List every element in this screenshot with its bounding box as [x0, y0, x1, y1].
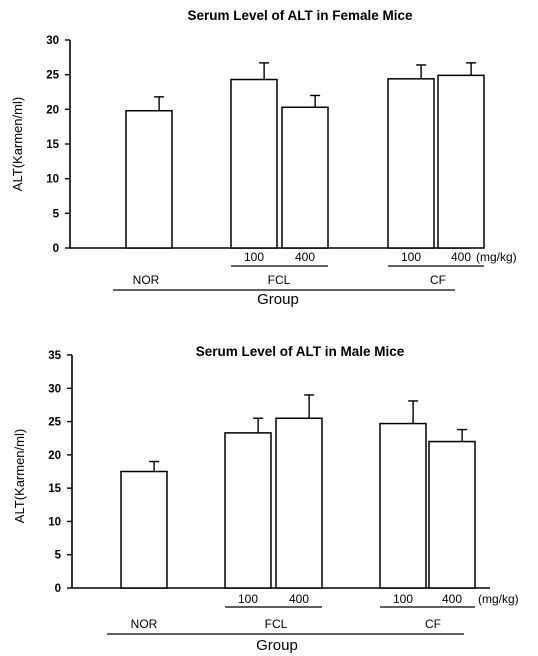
male-y-tick-label: 15: [48, 483, 61, 495]
male-group-label: CF: [425, 617, 441, 631]
female-bar: [230, 78, 278, 249]
female-bar: [281, 106, 329, 249]
female-y-tick-label: 25: [46, 70, 59, 82]
female-y-tick-label: 15: [46, 139, 59, 151]
female-group-label: CF: [430, 273, 446, 287]
male-y-tick-label: 35: [48, 350, 61, 362]
female-bar: [437, 74, 485, 249]
male-x-axis-title: Group: [256, 637, 298, 654]
female-y-axis-label: ALT(Karmen/ml): [10, 97, 25, 191]
male-y-tick-label: 5: [55, 550, 62, 562]
female-x-axis-title: Group: [257, 291, 299, 308]
female-bar: [387, 78, 435, 249]
male-chart-title: Serum Level of ALT in Male Mice: [196, 344, 405, 359]
male-y-axis-label: ALT(Karmen/ml): [12, 429, 27, 523]
female-y-tick-label: 0: [53, 243, 59, 255]
female-dose-label: 400: [295, 250, 315, 264]
female-y-tick-label: 5: [53, 208, 60, 220]
male-dose-label: 400: [442, 592, 462, 606]
female-y-tick-label: 10: [46, 174, 59, 186]
female-group-label: NOR: [133, 273, 160, 287]
female-bar: [125, 109, 173, 249]
male-bar: [275, 417, 323, 589]
female-dose-label: 100: [401, 250, 421, 264]
male-y-tick-label: 10: [48, 516, 61, 528]
female-chart-title: Serum Level of ALT in Female Mice: [187, 8, 413, 23]
male-y-tick-label: 20: [48, 450, 61, 462]
female-group-label: FCL: [268, 273, 291, 287]
male-dose-label: 100: [238, 592, 258, 606]
female-dose-label: 400: [451, 250, 471, 264]
male-bar: [428, 440, 476, 589]
female-y-tick-label: 20: [46, 104, 59, 116]
male-group-label: NOR: [131, 617, 158, 631]
male-y-tick-label: 25: [48, 417, 61, 429]
male-bar: [379, 422, 427, 589]
male-bar: [224, 432, 272, 589]
female-dose-label: 100: [244, 250, 264, 264]
female-unit-label: (mg/kg): [476, 250, 517, 264]
male-dose-label: 400: [289, 592, 309, 606]
male-unit-label: (mg/kg): [478, 592, 519, 606]
male-y-tick-label: 30: [48, 383, 61, 395]
male-dose-label: 100: [393, 592, 413, 606]
male-group-label: FCL: [265, 617, 288, 631]
female-y-tick-label: 30: [46, 35, 59, 47]
male-y-tick-label: 0: [55, 583, 61, 595]
male-bar: [120, 470, 168, 589]
